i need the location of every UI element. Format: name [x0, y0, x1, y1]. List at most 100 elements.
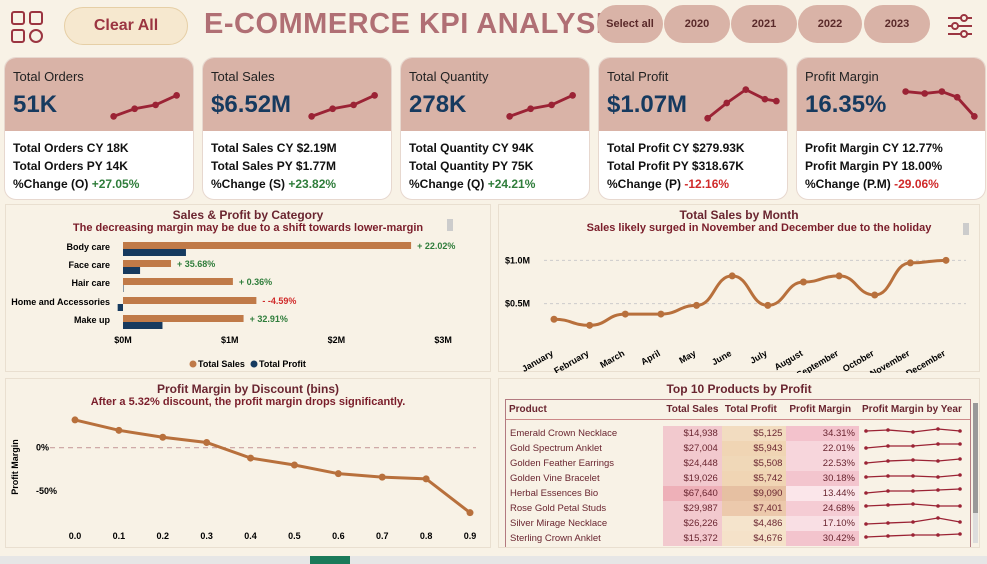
scroll-handle[interactable] [447, 219, 453, 231]
discount-panel-title: Profit Margin by Discount (bins) [157, 382, 339, 396]
margin-point [71, 416, 79, 424]
kpi-details: Total Sales CY $2.19M Total Sales PY $1.… [203, 131, 391, 199]
cell-margin-trend [859, 471, 970, 486]
kpi-py: Profit Margin PY 18.00% [805, 159, 943, 173]
table-row[interactable]: Golden Vine Bracelet $19,026 $5,742 30.1… [506, 470, 970, 486]
sales-line [553, 258, 947, 327]
kpi-details: Profit Margin CY 12.77% Profit Margin PY… [797, 131, 985, 199]
row-sparkline-point [958, 486, 962, 491]
bar-data-label: + 35.68% [177, 259, 215, 269]
x-tick-label: $2M [328, 335, 346, 345]
bar-total-profit [123, 249, 186, 256]
row-sparkline-point [958, 428, 962, 433]
column-header[interactable]: Profit Margin [786, 400, 860, 420]
active-page-tab[interactable] [310, 556, 350, 564]
legend-label-sales: Total Sales [198, 359, 245, 369]
table-scrollbar-thumb[interactable] [973, 403, 978, 513]
table-row[interactable]: Golden Feather Earrings $24,448 $5,508 2… [506, 455, 970, 471]
filter-sliders-icon[interactable] [946, 12, 974, 40]
year-button-select-all[interactable]: Select all [597, 5, 663, 43]
sparkline-point [921, 90, 929, 97]
kpi-cy: Total Quantity CY 94K [409, 141, 534, 155]
x-tick-label: $1M [221, 335, 239, 345]
cell-sales: $26,226 [663, 515, 722, 531]
cell-margin: 22.01% [786, 440, 860, 456]
cell-profit: $5,742 [721, 470, 787, 486]
sales-point [586, 321, 594, 329]
table-row[interactable]: Rose Gold Petal Studs $29,987 $7,401 24.… [506, 500, 970, 516]
grid-menu-icon[interactable] [10, 10, 44, 44]
row-sparkline-point [886, 488, 890, 493]
row-sparkline-point [911, 443, 915, 448]
sales-point [871, 291, 879, 299]
sparkline-point [773, 97, 780, 105]
y-tick-label: 0% [36, 443, 49, 453]
y-tick-label: -50% [36, 486, 57, 496]
discount-chart: 0% -50% Profit Margin 0.0 0.1 0.2 0.3 0.4 0.5 0.6… [10, 416, 477, 541]
table-scrollbar[interactable] [973, 403, 978, 543]
column-header[interactable]: Total Profit [721, 400, 787, 420]
row-sparkline-point [958, 472, 962, 477]
row-sparkline-point [864, 474, 868, 479]
sparkline-path [905, 90, 976, 118]
year-button-2022[interactable]: 2022 [798, 5, 862, 43]
table-row[interactable]: Gold Spectrum Anklet $27,004 $5,943 22.0… [506, 440, 970, 456]
clear-all-button[interactable]: Clear All [64, 7, 188, 45]
row-sparkline [864, 531, 962, 539]
cell-margin-trend [859, 426, 970, 441]
month-panel-title: Total Sales by Month [679, 208, 799, 222]
kpi-details: Total Profit CY $279.93K Total Profit PY… [599, 131, 787, 199]
row-sparkline-point [864, 534, 868, 539]
sparkline-point [527, 105, 534, 113]
kpi-py: Total Profit PY $318.67K [607, 159, 744, 173]
kpi-change: %Change (P.M) -29.06% [805, 175, 977, 193]
sparkline-point [506, 113, 513, 120]
x-tick-label: 0.9 [464, 531, 477, 541]
bar-total-sales [123, 297, 257, 304]
kpi-value: 278K [409, 91, 467, 118]
scroll-handle[interactable] [963, 223, 969, 235]
table-row[interactable]: Herbal Essences Bio $67,640 $9,090 13.44… [506, 485, 970, 501]
kpi-label: Total Profit [607, 69, 669, 84]
column-header[interactable]: Profit Margin by Year [859, 400, 970, 420]
table-header-row: Product Total Sales Total Profit Profit … [506, 400, 970, 420]
x-tick-label: 0.4 [244, 531, 257, 541]
kpi-change-label: %Change (P) [607, 177, 682, 191]
sales-point [942, 256, 950, 264]
row-sparkline-point [958, 519, 962, 524]
cell-margin-trend [859, 501, 970, 516]
sparkline-point [173, 92, 180, 99]
y-tick-label: $1.0M [505, 255, 530, 265]
column-header[interactable]: Product [506, 400, 664, 420]
x-tick-label: 0.0 [69, 531, 82, 541]
table-row[interactable]: Emerald Crown Necklace $14,938 $5,125 34… [506, 425, 970, 441]
table-row[interactable]: Silver Mirage Necklace $26,226 $4,486 17… [506, 515, 970, 531]
month-panel-subtitle: Sales likely surged in November and Dece… [586, 222, 932, 234]
row-sparkline-point [886, 533, 890, 538]
bar-total-sales [123, 242, 412, 249]
kpi-change: %Change (P) -12.16% [607, 175, 779, 193]
year-button-2020[interactable]: 2020 [664, 5, 730, 43]
margin-point [203, 438, 211, 446]
row-sparkline-point [958, 441, 962, 446]
kpi-label: Total Sales [211, 69, 275, 84]
cell-sales: $29,987 [663, 500, 722, 516]
margin-point [334, 470, 342, 478]
column-header[interactable]: Total Sales [663, 400, 722, 420]
row-sparkline-point [958, 503, 962, 508]
row-sparkline-point [911, 457, 915, 462]
kpi-cy: Profit Margin CY 12.77% [805, 141, 943, 155]
category-label: Body care [66, 242, 110, 252]
kpi-card: Total Sales $6.52M Total Sales CY $2.19M… [202, 57, 392, 200]
x-tick-label: 0.1 [113, 531, 126, 541]
cell-profit: $5,125 [721, 425, 787, 441]
row-sparkline-point [936, 441, 940, 446]
cell-sales: $67,640 [663, 485, 722, 501]
products-panel-title: Top 10 Products by Profit [666, 382, 812, 396]
cell-margin-trend [859, 456, 970, 471]
year-button-2023[interactable]: 2023 [864, 5, 930, 43]
table-row[interactable]: Sterling Crown Anklet $15,372 $4,676 30.… [506, 530, 970, 546]
row-sparkline [864, 441, 962, 450]
year-button-2021[interactable]: 2021 [731, 5, 797, 43]
